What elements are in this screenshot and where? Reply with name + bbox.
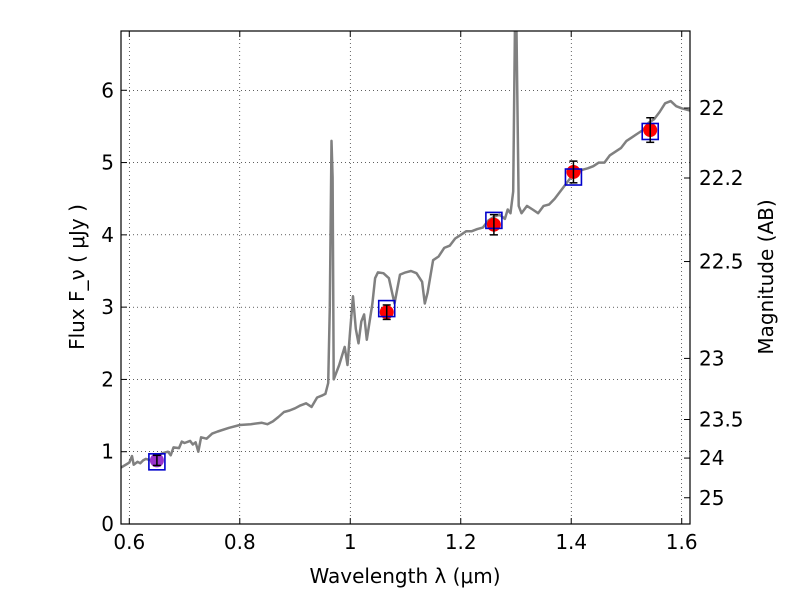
y-axis-label: Flux F_ν ( μJy ) bbox=[65, 204, 89, 350]
y2-axis-label: Magnitude (AB) bbox=[754, 199, 778, 354]
spectrum-line bbox=[121, 31, 690, 469]
x-tick-label: 0.6 bbox=[113, 530, 145, 554]
model-box bbox=[148, 453, 166, 471]
y-tick-label: 6 bbox=[101, 78, 114, 102]
mag-tick-label: 22.5 bbox=[699, 250, 744, 274]
mag-tick-label: 23.5 bbox=[699, 408, 744, 432]
data-series bbox=[121, 31, 690, 471]
x-tick-label: 1.2 bbox=[445, 530, 477, 554]
x-tick-label: 0.8 bbox=[224, 530, 256, 554]
mag-tick-label: 23 bbox=[699, 346, 724, 370]
x-tick-label: 1 bbox=[344, 530, 357, 554]
y-tick-label: 5 bbox=[101, 151, 114, 175]
x-axis-label: Wavelength λ (μm) bbox=[309, 564, 500, 588]
x-tick-label: 1.6 bbox=[666, 530, 698, 554]
y-axis-label-text: Flux F_ν ( μJy ) bbox=[65, 204, 89, 350]
mag-tick-label: 22 bbox=[699, 96, 724, 120]
y-tick-label: 0 bbox=[101, 512, 114, 536]
plot-frame bbox=[120, 30, 691, 525]
y-tick-label: 4 bbox=[101, 223, 114, 247]
mag-tick-label: 24 bbox=[699, 446, 724, 470]
mag-tick-label: 22.2 bbox=[699, 166, 744, 190]
mag-tick-label: 25 bbox=[699, 486, 724, 510]
y2-axis-label-text: Magnitude (AB) bbox=[754, 199, 778, 354]
x-tick-label: 1.4 bbox=[555, 530, 587, 554]
grid-lines bbox=[121, 31, 690, 525]
y-tick-label: 3 bbox=[101, 295, 114, 319]
axes: 0.6 0.8 1 1.2 1.4 1.601234562222.222.52323.52… bbox=[101, 31, 744, 554]
x-axis-label-text: Wavelength λ (μm) bbox=[309, 564, 500, 588]
y-tick-label: 2 bbox=[101, 367, 114, 391]
y-tick-label: 1 bbox=[101, 440, 114, 464]
